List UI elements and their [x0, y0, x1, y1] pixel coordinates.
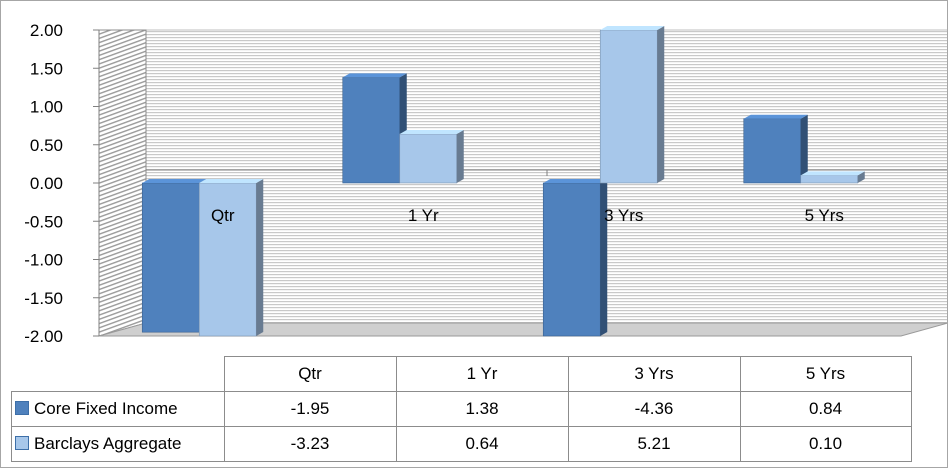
y-tick-label: 1.50 — [30, 59, 63, 78]
y-tick-label: 0.50 — [30, 136, 63, 155]
bar-top — [399, 130, 464, 135]
y-tick-label: -1.00 — [24, 251, 63, 270]
bar-side — [657, 26, 665, 183]
bar-top — [743, 114, 808, 119]
data-table-cell: 5.21 — [567, 426, 741, 462]
bar-top — [600, 26, 665, 30]
bar — [198, 182, 257, 337]
data-table-cell: 1.38 — [395, 391, 569, 427]
bar — [141, 182, 200, 333]
bar-top — [800, 171, 865, 176]
side-wall — [98, 29, 147, 337]
bar-top — [142, 179, 207, 183]
data-table-header: 5 Yrs — [739, 356, 912, 392]
bar-side — [256, 179, 264, 336]
y-tick-label: -2.00 — [24, 327, 63, 346]
bar — [800, 175, 859, 184]
chart-plot: 2.00 1.50 1.00 0.50 0.00 -0.50 -1.00 -1.50 -2.00… — [24, 21, 947, 346]
chart-floor — [98, 322, 947, 337]
bar — [599, 29, 658, 184]
data-table-row: Barclays Aggregate -3.23 0.64 5.21 0.10 — [11, 426, 912, 462]
bar-top — [543, 179, 608, 183]
data-table-cell: 0.64 — [395, 426, 569, 462]
data-table-cell: -4.36 — [567, 391, 741, 427]
category-label: 3 Yrs — [604, 206, 643, 225]
data-table-cell: -3.23 — [223, 426, 397, 462]
bar-side — [857, 171, 865, 183]
series-label: Barclays Aggregate — [11, 426, 225, 462]
series-label: Core Fixed Income — [11, 391, 225, 427]
y-tick-label: -0.50 — [24, 212, 63, 231]
y-tick-label: 1.00 — [30, 98, 63, 117]
data-table-cell: 0.10 — [739, 426, 912, 462]
data-table-header: 1 Yr — [395, 356, 569, 392]
data-table-cell: 0.84 — [739, 391, 912, 427]
data-table-corner — [12, 357, 225, 392]
data-table-header: 3 Yrs — [567, 356, 741, 392]
bar — [542, 182, 601, 337]
bar-side — [600, 179, 608, 336]
bar — [399, 133, 458, 184]
legend-swatch-core — [15, 401, 29, 415]
category-label: 5 Yrs — [805, 206, 844, 225]
category-label: 1 Yr — [408, 206, 439, 225]
y-tick-label: 2.00 — [30, 21, 63, 40]
legend-swatch-barclays — [15, 436, 29, 450]
data-table: Qtr 1 Yr 3 Yrs 5 Yrs Core Fixed Income -… — [11, 356, 912, 462]
bar-top — [342, 73, 407, 78]
data-table-cell: -1.95 — [223, 391, 397, 427]
series-name: Core Fixed Income — [34, 399, 178, 418]
bar — [743, 118, 802, 184]
y-tick-label: -1.50 — [24, 289, 63, 308]
series-name: Barclays Aggregate — [34, 434, 182, 453]
category-label: Qtr — [211, 206, 235, 225]
data-table-header: Qtr — [223, 356, 397, 392]
bar-top — [199, 179, 264, 183]
bar-side — [800, 114, 808, 183]
data-table-header-row: Qtr 1 Yr 3 Yrs 5 Yrs — [12, 356, 912, 392]
data-table-row: Core Fixed Income -1.95 1.38 -4.36 0.84 — [11, 391, 912, 427]
bar-side — [456, 130, 464, 183]
bar — [342, 77, 401, 184]
y-tick-label: 0.00 — [30, 174, 63, 193]
